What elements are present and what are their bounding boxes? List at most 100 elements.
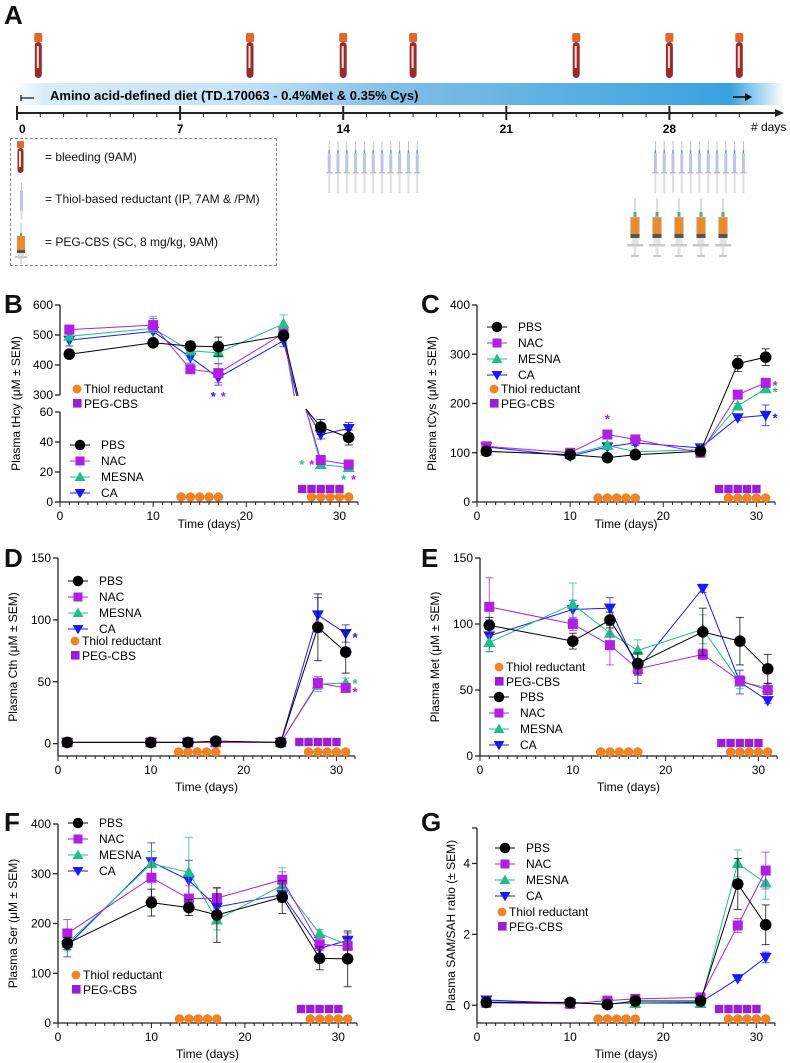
panel-c-letter: C: [421, 289, 440, 319]
thiol-reductant-marker: [202, 1014, 213, 1024]
series-legend: PBS NAC MESNA CA: [487, 320, 561, 382]
legend-marker-nac: [494, 708, 504, 718]
data-point-nac: [312, 677, 323, 688]
pegcbs-marker: [294, 737, 304, 747]
thiol-reductant-marker: [630, 493, 640, 503]
data-point-nac: [484, 601, 495, 612]
series-ca: [480, 404, 772, 463]
series-pbs: [483, 607, 774, 684]
thiol-reductant-marker: [742, 1014, 752, 1024]
y-axis-label: Plasma Ser (μM ± SEM): [6, 859, 20, 989]
timeline-tick-label: 7: [177, 122, 184, 136]
x-tick-label: 30: [750, 509, 764, 523]
treatment-markers: [176, 484, 354, 502]
thin-syringe-icon: [379, 141, 385, 193]
legend-thiol-marker: [494, 662, 504, 672]
pegcbs-marker: [742, 1004, 752, 1014]
significance-star: *: [309, 457, 315, 472]
thiol-reductant-marker: [723, 1014, 734, 1024]
data-point-nac: [185, 364, 196, 375]
data-point-nac: [732, 389, 743, 400]
y-tick-label: 400: [450, 298, 470, 312]
treatment-markers: [174, 737, 351, 757]
chart-f: 0 100 200 300 400 0 10 20 30 Plasma Ser (μM ± SEM…: [6, 816, 358, 1061]
legend-thiol-label: = Thiol-based reductant (IP, 7AM & /PM): [45, 192, 260, 206]
pegcbs-marker: [296, 1004, 306, 1014]
thiol-reductant-marker: [195, 492, 205, 502]
pegcbs-marker: [742, 484, 752, 494]
legend-pegcbs-label: PEG-CBS: [506, 675, 560, 689]
x-tick-label: 20: [657, 509, 671, 523]
data-point-pbs: [567, 635, 579, 647]
thin-syringe-icon: [722, 141, 729, 193]
thin-syringe-icon: [740, 141, 747, 193]
series-legend: PBS NAC MESNA CA: [495, 841, 569, 903]
thin-syringe-icon: [687, 141, 694, 193]
series-line: [69, 324, 284, 374]
legend-thiol-marker: [70, 636, 80, 646]
legend-label-mesna: MESNA: [99, 848, 142, 862]
axes: 0 100 200 300 400 0 10 20 30 Plasma Ser (μM ± SEM…: [6, 817, 358, 1061]
x-axis-label: Time (days): [178, 517, 241, 531]
thiol-reductant-marker: [324, 1014, 334, 1024]
legend-marker-ca: [74, 488, 86, 499]
timeline-axis: 0 7 14 21 28: [16, 106, 784, 136]
thin-syringe-icon: [335, 141, 341, 193]
data-point-pbs: [731, 878, 744, 890]
x-tick-label: 30: [332, 1030, 346, 1044]
data-point-nac: [343, 459, 354, 470]
thiol-reductant-marker: [593, 493, 603, 503]
thin-syringe-icon: [414, 141, 421, 193]
axes: 0 100 200 300 400 0 10 20 30 Plasma tCys (μM ± SE…: [425, 298, 776, 531]
thiol-reductant-marker: [185, 492, 196, 502]
pegcbs-marker: [735, 738, 745, 748]
blood-tube-icon: [735, 33, 744, 78]
series-ca: [480, 951, 772, 1010]
series-mesna: [61, 676, 352, 747]
data-point-ca: [761, 696, 774, 707]
series-legend: PBS NAC MESNA CA: [489, 690, 563, 752]
thin-syringe-icon: [396, 141, 403, 193]
thiol-reductant-marker: [753, 747, 764, 757]
series-line: [305, 408, 322, 461]
blood-tube-icon: [409, 33, 418, 78]
y-tick-label: 100: [453, 617, 473, 631]
y-tick-label: 200: [450, 397, 470, 411]
thiol-reductant-marker: [183, 747, 193, 757]
data-point-nac: [630, 434, 641, 445]
pegcbs-marker: [304, 737, 314, 747]
x-tick-label: 20: [659, 763, 673, 777]
series-line: [486, 957, 766, 1004]
data-point-pbs: [761, 663, 774, 675]
legend-marker-mesna: [491, 353, 503, 364]
thiol-reductant-marker: [744, 747, 754, 757]
significance-star: *: [352, 630, 358, 645]
legend-thiol-marker: [72, 384, 82, 394]
legend-label-nac: NAC: [101, 454, 127, 468]
pegcbs-marker: [297, 484, 307, 494]
data-point-nac: [760, 377, 771, 388]
thin-syringe-icon: [661, 141, 668, 193]
timeline-tick-label: 14: [337, 122, 351, 136]
legend-label-nac: NAC: [520, 706, 546, 720]
data-point-ca: [342, 424, 355, 435]
thiol-reductant-marker: [761, 1014, 771, 1024]
data-point-ca: [603, 603, 616, 615]
legend-pegcbs-marker: [72, 985, 81, 994]
legend-label-mesna: MESNA: [99, 606, 142, 620]
data-point-nac: [213, 368, 224, 379]
y-tick-label: 2: [463, 927, 470, 941]
thin-syringe-icon: [670, 141, 676, 193]
data-point-nac: [315, 455, 326, 465]
y-tick-label: 400: [33, 358, 53, 372]
data-point-pbs: [480, 445, 493, 458]
legend-pegcbs-marker: [490, 399, 499, 408]
legend-label-nac: NAC: [99, 832, 125, 846]
timeline-arrow-icon: [775, 109, 784, 117]
